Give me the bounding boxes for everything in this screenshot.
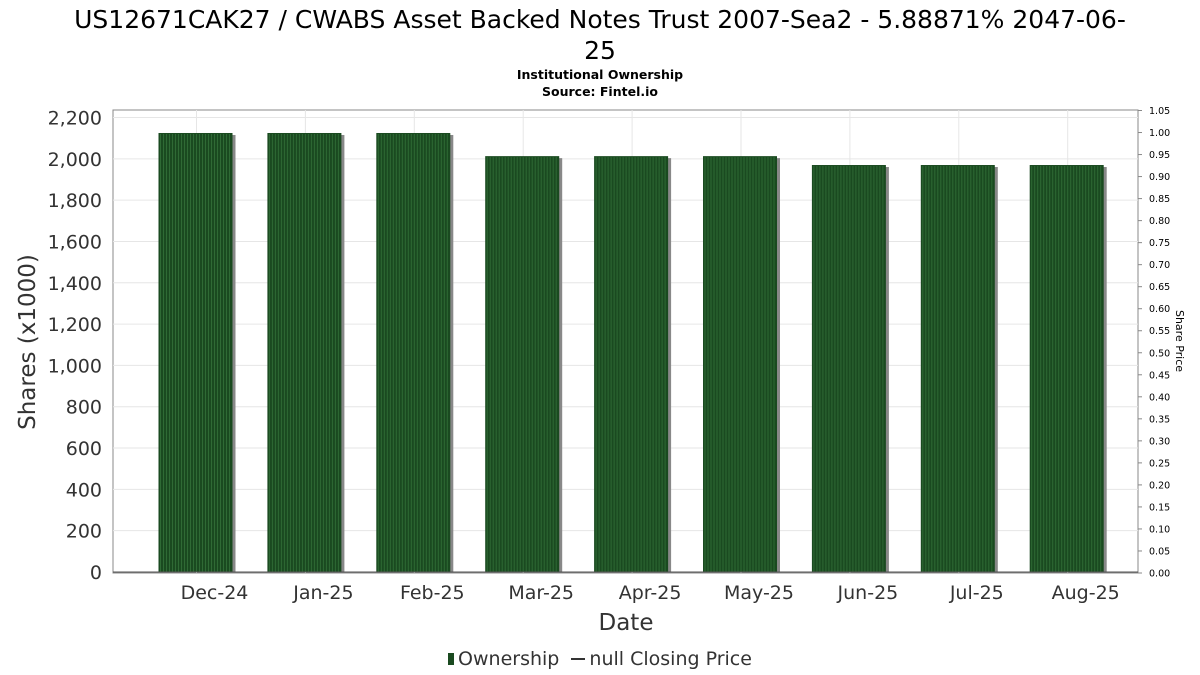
y2-tick-label: 0.25 — [1149, 458, 1170, 469]
x-axis-title: Date — [599, 610, 654, 636]
x-tick-label: Mar-25 — [508, 582, 574, 604]
legend-price-swatch — [571, 658, 586, 660]
chart-title-line1: US12671CAK27 / CWABS Asset Backed Notes … — [74, 5, 1126, 34]
x-tick-label: Dec-24 — [181, 582, 249, 604]
legend-price[interactable]: null Closing Price — [565, 648, 752, 670]
y2-tick-label: 0.35 — [1149, 414, 1170, 425]
y-tick-label: 1,200 — [48, 314, 102, 336]
y2-tick-label: 0.30 — [1149, 436, 1170, 447]
y-tick-label: 400 — [66, 479, 102, 501]
chart-legend: Ownership null Closing Price — [0, 647, 1200, 670]
y-tick-label: 200 — [66, 521, 102, 543]
y2-axis-title: Share Price — [1173, 310, 1186, 372]
y2-tick-label: 1.05 — [1149, 106, 1170, 117]
y-tick-label: 1,400 — [48, 273, 102, 295]
y-tick-label: 0 — [90, 562, 102, 584]
y2-tick-label: 0.45 — [1149, 370, 1170, 381]
chart-subtitle: Institutional Ownership — [516, 67, 684, 82]
legend-ownership-swatch — [448, 653, 455, 665]
y2-tick-label: 0.50 — [1149, 348, 1170, 359]
y2-tick-label: 0.20 — [1149, 480, 1170, 491]
x-tick-label: May-25 — [724, 582, 794, 604]
y2-tick-label: 0.00 — [1149, 569, 1170, 580]
x-tick-label: Apr-25 — [619, 582, 682, 604]
y2-tick-label: 0.80 — [1149, 216, 1170, 227]
y-tick-label: 800 — [66, 397, 102, 419]
y-axis-title: Shares (x1000) — [15, 254, 41, 430]
y-tick-label: 1,600 — [48, 231, 102, 253]
y2-tick-label: 0.05 — [1149, 546, 1170, 557]
y-tick-label: 600 — [66, 438, 102, 460]
chart-title: US12671CAK27 / CWABS Asset Backed Notes … — [0, 4, 1200, 66]
legend-ownership-label: Ownership — [458, 647, 560, 670]
y2-tick-label: 0.75 — [1149, 238, 1170, 249]
x-tick-label: Jan-25 — [292, 582, 353, 604]
y2-tick-label: 0.65 — [1149, 282, 1170, 293]
y2-tick-label: 0.90 — [1149, 172, 1170, 183]
y2-tick-label: 0.60 — [1149, 304, 1170, 315]
y-tick-label: 2,200 — [48, 108, 102, 130]
y-tick-label: 2,000 — [48, 149, 102, 171]
y2-tick-label: 0.40 — [1149, 392, 1170, 403]
y-tick-label: 1,800 — [48, 190, 102, 212]
y-tick-label: 1,000 — [48, 355, 102, 377]
x-tick-label: Feb-25 — [400, 582, 465, 604]
chart-source: Source: Fintel.io — [542, 84, 658, 99]
legend-price-label: null Closing Price — [589, 647, 752, 670]
x-tick-label: Aug-25 — [1052, 582, 1120, 604]
y2-tick-label: 0.10 — [1149, 524, 1170, 535]
y2-tick-label: 0.15 — [1149, 502, 1170, 513]
chart-title-line2: 25 — [584, 36, 616, 65]
y2-tick-label: 0.70 — [1149, 260, 1170, 271]
y2-tick-label: 0.95 — [1149, 150, 1170, 161]
y2-tick-label: 0.85 — [1149, 194, 1170, 205]
legend-ownership[interactable]: Ownership — [448, 648, 559, 670]
x-tick-label: Jul-25 — [949, 582, 1004, 604]
y2-tick-label: 0.55 — [1149, 326, 1170, 337]
x-tick-label: Jun-25 — [837, 582, 899, 604]
y2-tick-label: 1.00 — [1149, 128, 1170, 139]
